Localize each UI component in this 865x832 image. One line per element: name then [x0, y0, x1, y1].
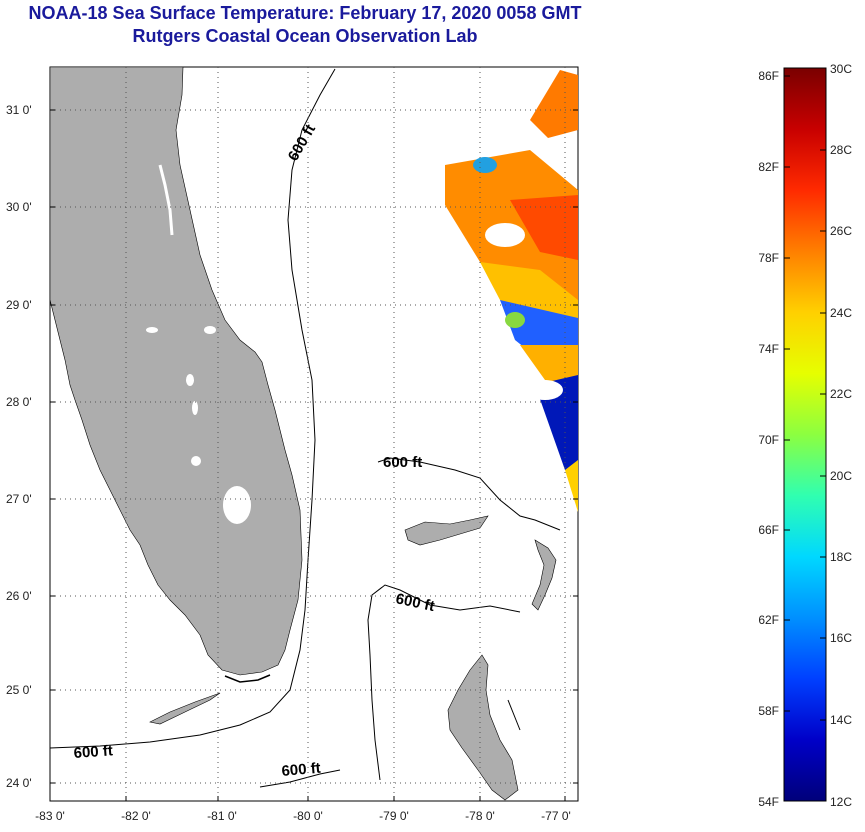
lon-label: -82 0' — [121, 809, 151, 823]
grid — [50, 67, 578, 801]
land-bahama-cays — [507, 699, 521, 731]
lat-label: 28 0' — [6, 395, 32, 409]
lat-label: 24 0' — [6, 776, 32, 790]
river-stjohns — [158, 164, 174, 236]
lake-okeechobee — [223, 486, 251, 524]
lon-label: -79 0' — [379, 809, 409, 823]
land-andros — [447, 654, 519, 801]
contour-label: 600 ft — [281, 760, 322, 780]
contour-label: 600 ft — [383, 454, 422, 471]
land-keys-coast — [224, 674, 271, 683]
lat-label: 27 0' — [6, 492, 32, 506]
contour-600ft-south — [259, 769, 341, 788]
lon-label: -80 0' — [293, 809, 323, 823]
lake-small — [204, 326, 216, 334]
lon-label: -81 0' — [207, 809, 237, 823]
lat-label: 29 0' — [6, 298, 32, 312]
chart-title: NOAA-18 Sea Surface Temperature: Februar… — [28, 3, 582, 23]
contour-600ft-tongue — [367, 584, 521, 781]
lake-small — [146, 327, 158, 333]
lat-label: 25 0' — [6, 683, 32, 697]
lon-label: -78 0' — [465, 809, 495, 823]
lake-small — [186, 374, 194, 386]
lat-label: 30 0' — [6, 200, 32, 214]
land-abaco — [531, 539, 557, 611]
chart-subtitle: Rutgers Coastal Ocean Observation Lab — [132, 26, 478, 46]
lon-label: -83 0' — [35, 809, 65, 823]
lake-small — [192, 401, 198, 415]
lat-label: 26 0' — [6, 589, 32, 603]
land-florida-keys — [149, 692, 221, 725]
axis-ticks — [50, 109, 578, 801]
contour-600ft-florida — [49, 68, 336, 749]
lat-label: 31 0' — [6, 103, 32, 117]
sst-swath — [445, 70, 578, 512]
lake-small — [191, 456, 201, 466]
lon-label: -77 0' — [541, 809, 571, 823]
contour-label: 600 ft — [73, 742, 113, 762]
